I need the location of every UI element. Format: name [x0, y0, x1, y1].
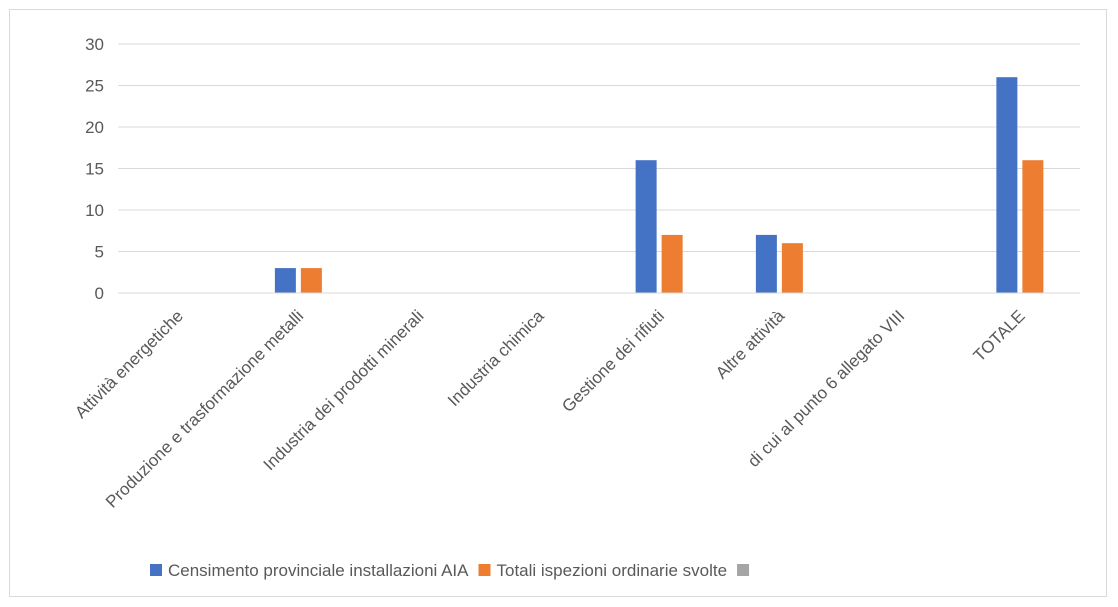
- category-label: Attività energetiche: [71, 306, 187, 422]
- bar: [1022, 160, 1044, 293]
- y-tick-label: 10: [85, 201, 104, 220]
- category-label: Produzione e trasformazione metalli: [102, 306, 307, 511]
- category-label: TOTALE: [970, 306, 1029, 365]
- y-tick-label: 30: [85, 35, 104, 54]
- y-axis-ticks: 0 5 10 15 20 25 30: [85, 35, 104, 303]
- bar: [996, 77, 1018, 293]
- legend-swatch: [737, 564, 750, 576]
- bar: [635, 160, 657, 293]
- bar: [274, 268, 296, 293]
- bars: [274, 77, 1044, 293]
- bar: [300, 268, 322, 293]
- bar: [755, 234, 777, 293]
- y-tick-label: 25: [85, 77, 104, 96]
- y-tick-label: 15: [85, 160, 104, 179]
- category-label: Altre attività: [712, 306, 789, 383]
- legend: Censimento provinciale installazioni AIA…: [150, 561, 750, 580]
- bar: [661, 234, 683, 293]
- y-tick-label: 5: [95, 243, 104, 262]
- legend-swatch: [150, 564, 162, 576]
- category-label: Industria chimica: [444, 306, 548, 410]
- y-tick-label: 20: [85, 118, 104, 137]
- legend-label: Censimento provinciale installazioni AIA: [168, 561, 469, 580]
- legend-swatch: [478, 564, 491, 576]
- category-label: Gestione dei rifiuti: [558, 306, 668, 416]
- bar: [781, 243, 803, 293]
- chart-area: [9, 9, 1107, 597]
- gridlines: [118, 43, 1080, 252]
- legend-label: Totali ispezioni ordinarie svolte: [497, 561, 728, 580]
- y-tick-label: 0: [95, 284, 104, 303]
